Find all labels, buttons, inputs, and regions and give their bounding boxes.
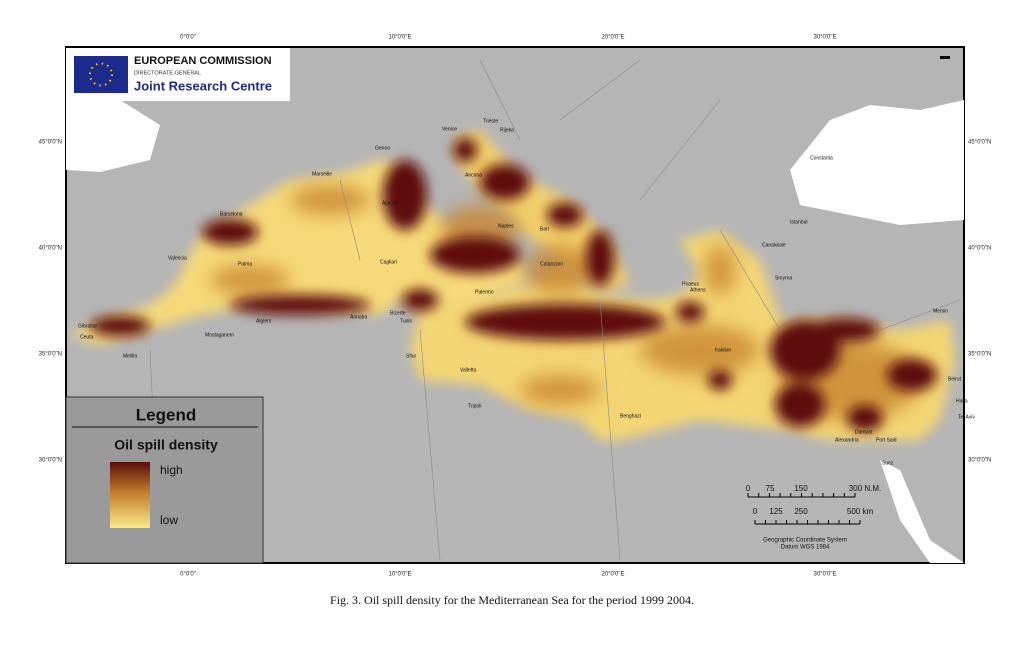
legend-box: [65, 396, 264, 564]
place-label: Piraeus: [682, 281, 699, 287]
place-label: Tel Aviv: [958, 414, 975, 420]
scale-label: 150: [794, 484, 808, 493]
axis-label: 30°0'0"E: [813, 35, 836, 41]
place-label: Ceuta: [80, 334, 94, 340]
north-marker: [940, 56, 950, 59]
scale-note: Datum WGS 1984: [781, 545, 830, 551]
place-label: Palermo: [475, 289, 494, 295]
place-label: Rijeka: [500, 127, 514, 133]
axis-label: 0°0'0": [180, 572, 196, 578]
place-label: Beirut: [948, 376, 962, 382]
place-label: Tunis: [400, 318, 413, 324]
red-sea: [880, 460, 964, 563]
place-label: Istanbul: [790, 219, 808, 225]
place-label: Constanta: [810, 155, 833, 161]
axis-label: 35°0'0"N: [968, 352, 991, 358]
place-label: Smyrna: [775, 275, 792, 281]
place-label: Barcelona: [220, 211, 243, 217]
place-label: Valencia: [168, 255, 187, 261]
atlantic: [66, 95, 160, 172]
place-label: Bizerte: [390, 310, 406, 316]
caption: Fig. 3. Oil spill density for the Medite…: [330, 593, 694, 607]
axis-label: 0°0'0": [180, 35, 196, 41]
place-label: Suez: [882, 460, 894, 466]
scale-label: 75: [766, 484, 775, 493]
scale-label: 0: [753, 507, 758, 516]
axis-label: 30°0'0"N: [39, 458, 62, 464]
place-label: Venice: [442, 126, 457, 132]
axis-label: 40°0'0"N: [968, 246, 991, 252]
scale-label: 250: [794, 507, 808, 516]
scale-label: 125: [769, 507, 783, 516]
legend-high: high: [160, 463, 183, 477]
scale-label: 300 N.M.: [849, 484, 881, 493]
axis-label: 30°0'0"N: [968, 458, 991, 464]
place-label: Naples: [498, 223, 514, 229]
scale-note: Geographic Coordinate System: [763, 538, 847, 544]
place-label: Mersin: [933, 308, 948, 314]
legend-subtitle: Oil spill density: [114, 437, 218, 453]
place-label: Genoa: [375, 145, 390, 151]
axis-label: 10°0'0"E: [388, 572, 411, 578]
place-label: Haifa: [956, 398, 968, 404]
place-label: Trieste: [483, 118, 498, 124]
place-label: Sfax: [406, 353, 417, 359]
axis-label: 10°0'0"E: [388, 35, 411, 41]
medium-density: [210, 185, 920, 420]
axis-label: 20°0'0"E: [601, 572, 624, 578]
place-label: Valletta: [460, 367, 477, 373]
place-label: Ancona: [465, 172, 482, 178]
place-label: Catanzaro: [540, 261, 563, 267]
eu-stars: [89, 62, 113, 87]
place-label: Athens: [690, 287, 706, 293]
legend-title: Legend: [136, 405, 196, 424]
place-label: Cagliari: [380, 259, 397, 265]
place-label: Canakkale: [762, 242, 786, 248]
logo-title: EUROPEAN COMMISSION: [134, 55, 272, 67]
place-label: Bari: [540, 226, 549, 232]
place-label: Port Said: [876, 437, 897, 443]
axis-label: 20°0'0"E: [601, 35, 624, 41]
logo-subtitle: DIRECTORATE-GENERAL: [134, 70, 201, 76]
place-label: Annaba: [350, 314, 367, 320]
black-sea: [790, 100, 964, 225]
axis-label: 45°0'0"N: [968, 140, 991, 146]
place-label: Melilla: [123, 353, 137, 359]
place-label: Marseille: [312, 171, 332, 177]
eu-flag: [74, 56, 128, 93]
axis-label: 30°0'0"E: [813, 572, 836, 578]
map-body: [66, 59, 964, 563]
axis-label: 40°0'0"N: [39, 246, 62, 252]
place-label: Palma: [238, 261, 252, 267]
place-label: Alexandria: [835, 437, 859, 443]
legend-low: low: [160, 513, 178, 527]
legend-gradient: [110, 462, 150, 528]
place-label: Tripoli: [468, 403, 481, 409]
scale-label: 500 km: [847, 507, 874, 516]
place-label: Gibraltar: [78, 323, 98, 329]
place-label: Mostaganem: [205, 332, 234, 338]
axis-label: 35°0'0"N: [39, 352, 62, 358]
place-label: Damyat: [855, 429, 873, 435]
place-label: Iraklion: [715, 347, 731, 353]
high-density: [90, 138, 937, 431]
place-label: Algiers: [256, 318, 272, 324]
axis-label: 45°0'0"N: [39, 140, 62, 146]
scale-label: 0: [746, 484, 751, 493]
place-label: Ajaccio: [382, 200, 398, 206]
place-label: Benghazi: [620, 413, 641, 419]
logo-name: Joint Research Centre: [134, 78, 272, 93]
